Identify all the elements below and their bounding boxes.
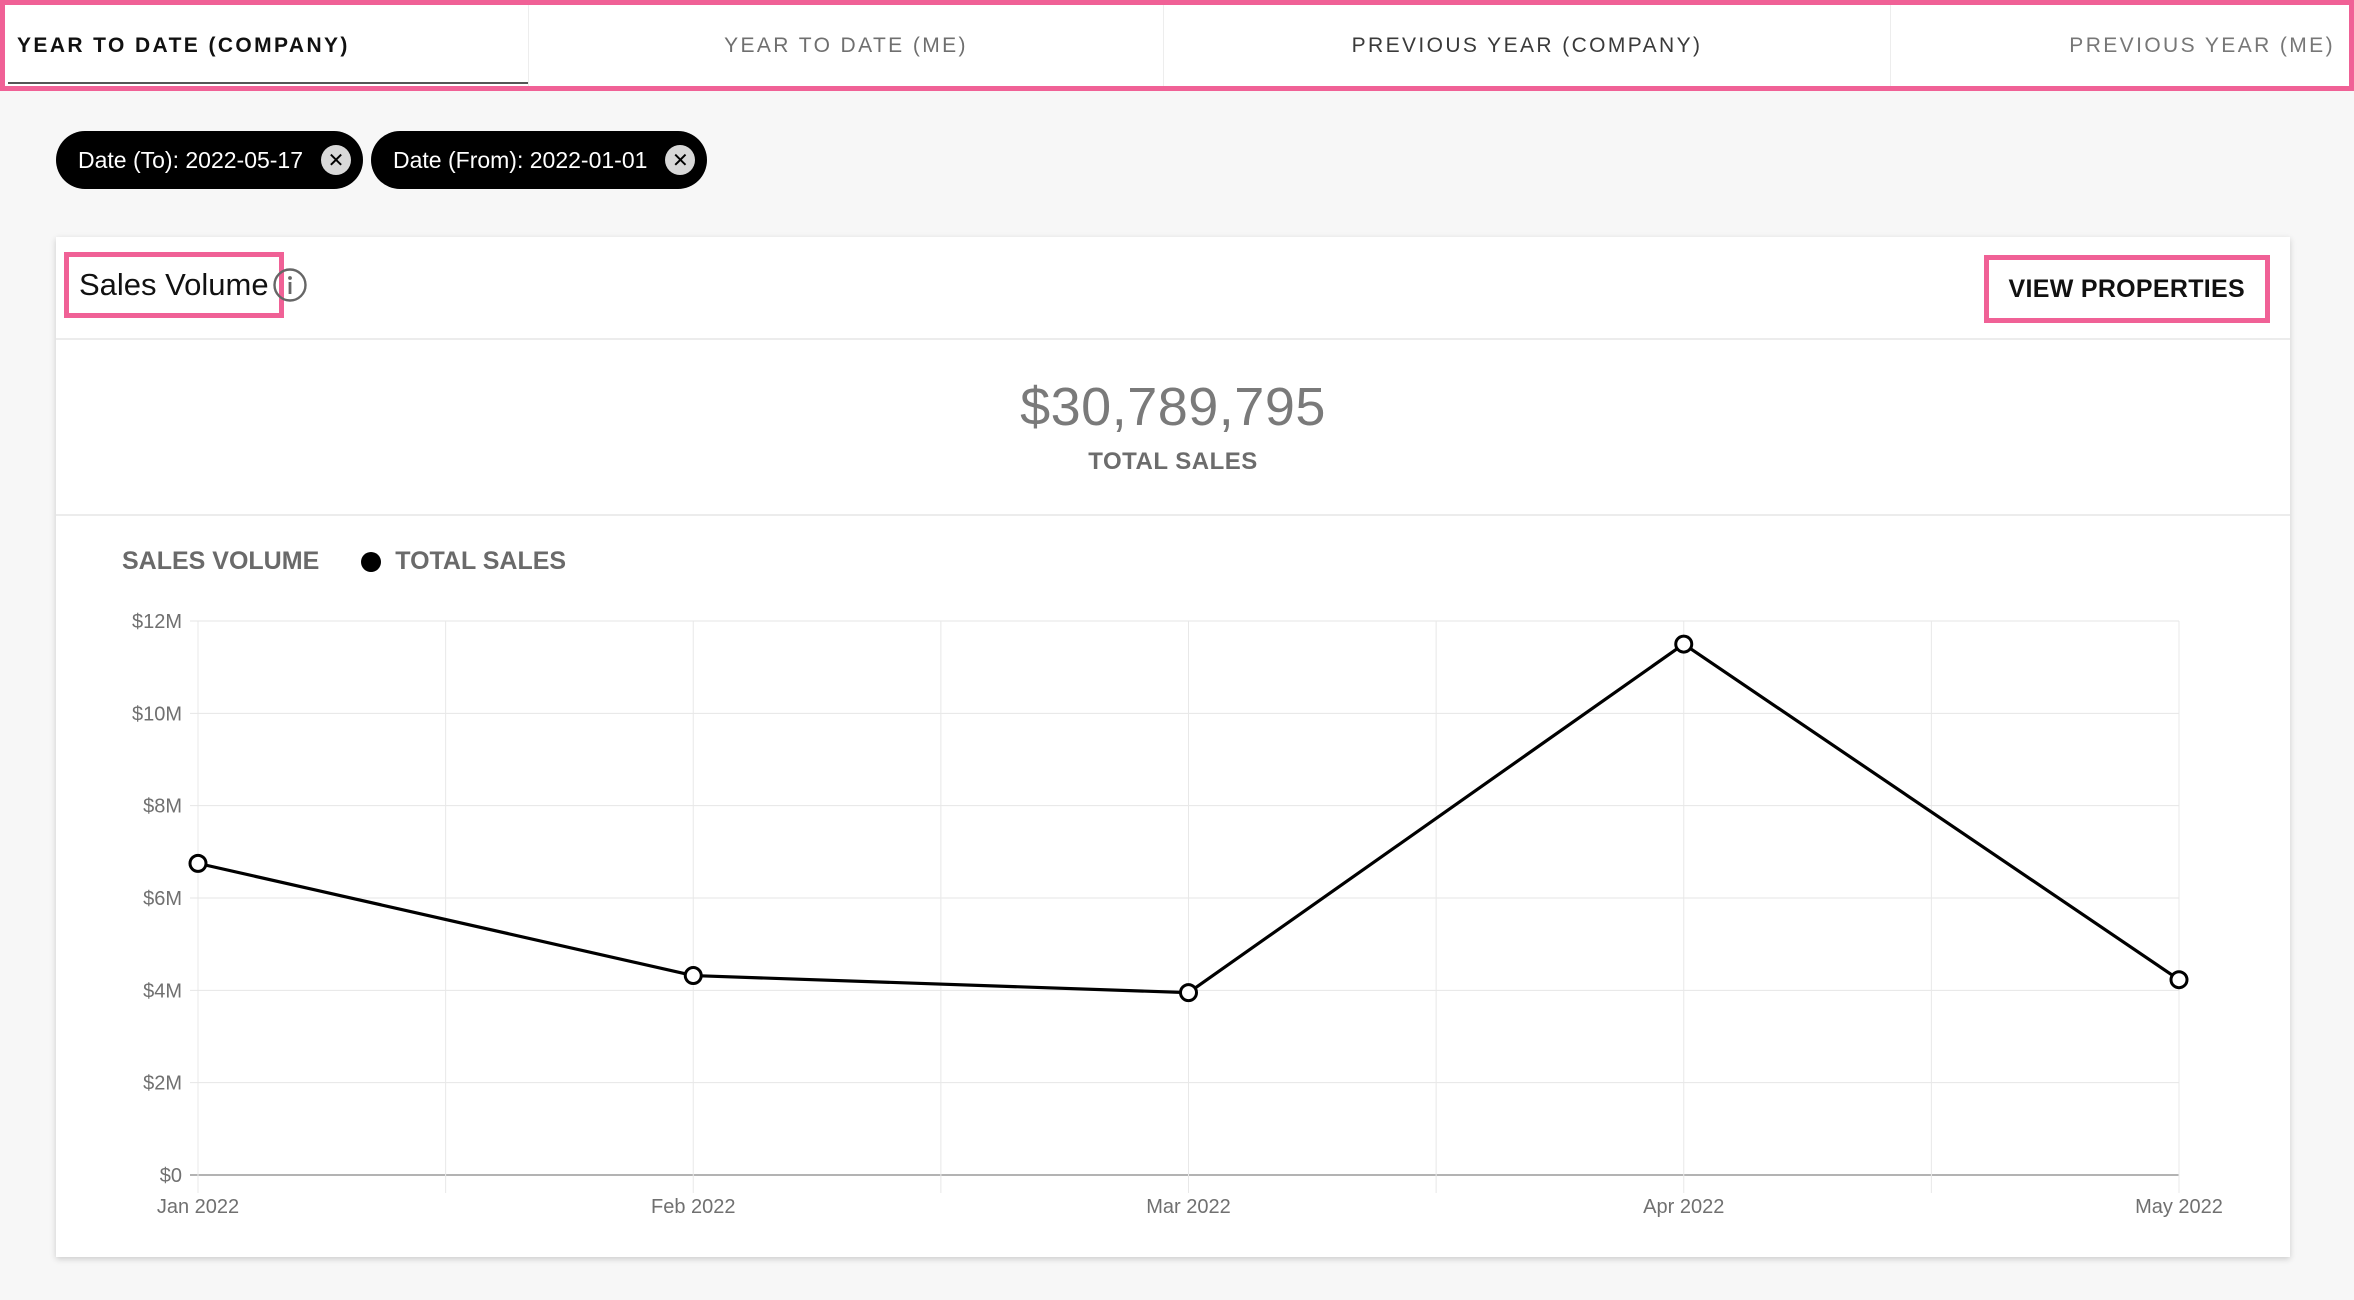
tab-label: YEAR TO DATE (ME) xyxy=(724,33,968,57)
filter-chips: Date (To): 2022-05-17 ✕ Date (From): 202… xyxy=(56,131,708,189)
data-point xyxy=(1179,983,1198,1003)
tab-year-to-date-company[interactable]: YEAR TO DATE (COMPANY) xyxy=(5,5,528,86)
y-tick-label: $8M xyxy=(143,796,182,818)
x-tick-label: Apr 2022 xyxy=(1643,1196,1724,1218)
total-sales-label: TOTAL SALES xyxy=(1088,448,1258,475)
x-tick-label: Jan 2022 xyxy=(157,1196,239,1218)
active-tab-indicator xyxy=(8,82,528,84)
tab-bar: YEAR TO DATE (COMPANY) YEAR TO DATE (ME)… xyxy=(0,0,2354,91)
y-tick-label: $6M xyxy=(143,888,182,910)
tab-previous-year-company[interactable]: PREVIOUS YEAR (COMPANY) xyxy=(1163,5,1890,86)
y-tick-label: $2M xyxy=(143,1073,182,1095)
legend-marker xyxy=(361,551,382,572)
tab-previous-year-me[interactable]: PREVIOUS YEAR (ME) xyxy=(1890,5,2349,86)
filter-chip-date-to[interactable]: Date (To): 2022-05-17 ✕ xyxy=(56,131,364,189)
chart-header: SALES VOLUME TOTAL SALES xyxy=(122,547,566,576)
y-tick-label: $10M xyxy=(132,703,182,725)
y-tick-label: $0 xyxy=(160,1165,182,1187)
filter-chip-label: Date (From): 2022-01-01 xyxy=(393,146,648,173)
sales-volume-line-chart: $0 $2M $4M $6M $8M $10M $12M Jan 2022 Feb 2022 Ma… xyxy=(132,611,2223,1218)
chart-title: SALES VOLUME xyxy=(122,547,320,575)
total-sales-value: $30,789,795 xyxy=(1020,377,1326,437)
summary: $30,789,795 TOTAL SALES xyxy=(56,340,2290,516)
legend: TOTAL SALES xyxy=(361,547,566,576)
tab-label: PREVIOUS YEAR (ME) xyxy=(2069,33,2335,57)
sales-volume-card: Sales Volume VIEW PROPERTIES $30,789,795… xyxy=(56,237,2290,1257)
close-icon[interactable]: ✕ xyxy=(665,145,696,175)
close-icon[interactable]: ✕ xyxy=(321,145,352,175)
card-title: Sales Volume xyxy=(64,252,284,318)
card-header: Sales Volume VIEW PROPERTIES xyxy=(56,237,2290,340)
tab-year-to-date-me[interactable]: YEAR TO DATE (ME) xyxy=(528,5,1163,86)
filter-chip-date-from[interactable]: Date (From): 2022-01-01 ✕ xyxy=(371,131,708,189)
data-point xyxy=(2169,970,2189,990)
tab-label: PREVIOUS YEAR (COMPANY) xyxy=(1351,33,1703,57)
y-tick-label: $12M xyxy=(132,611,182,633)
view-properties-button[interactable]: VIEW PROPERTIES xyxy=(1983,255,2270,323)
legend-label: TOTAL SALES xyxy=(395,547,567,575)
x-tick-label: May 2022 xyxy=(2135,1196,2223,1218)
y-tick-label: $4M xyxy=(143,980,182,1002)
tab-label: YEAR TO DATE (COMPANY) xyxy=(17,33,350,57)
data-point xyxy=(683,966,703,986)
filter-chip-label: Date (To): 2022-05-17 xyxy=(78,146,304,173)
x-tick-label: Feb 2022 xyxy=(651,1196,736,1218)
info-icon[interactable] xyxy=(272,267,308,303)
data-point xyxy=(1674,634,1694,654)
x-tick-label: Mar 2022 xyxy=(1146,1196,1231,1218)
data-point xyxy=(188,853,208,873)
